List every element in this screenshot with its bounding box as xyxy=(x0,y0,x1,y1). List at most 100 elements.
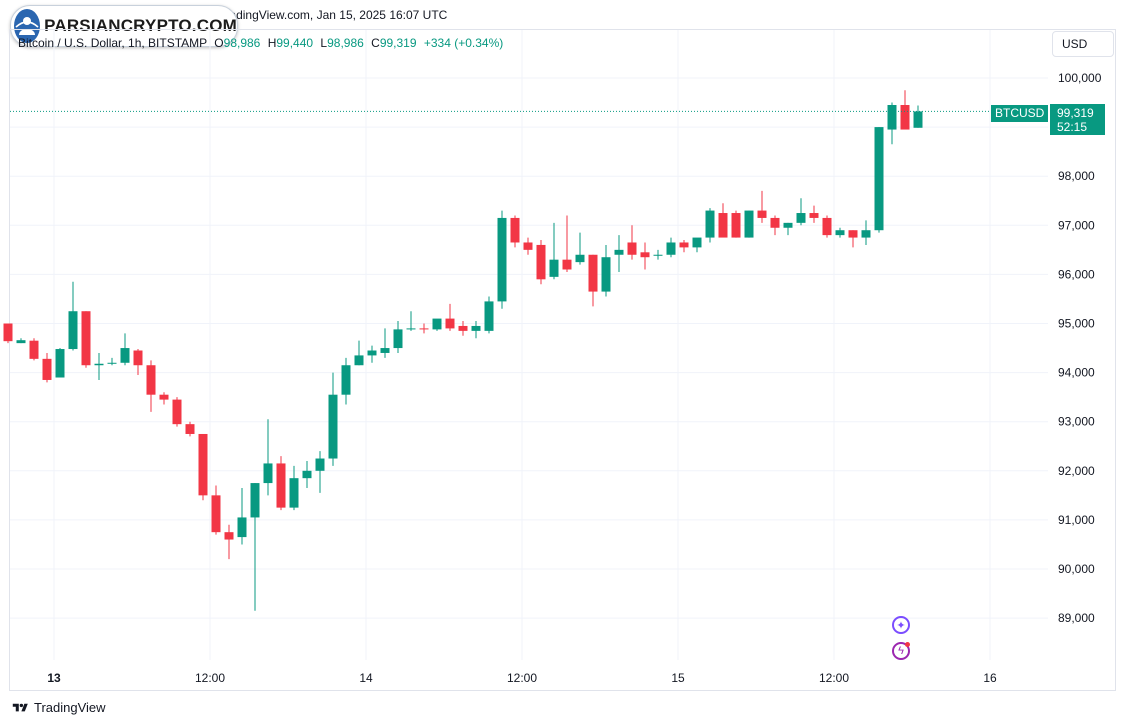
last-price-value: 99,319 xyxy=(1057,106,1094,120)
candle xyxy=(861,220,871,245)
candle-body xyxy=(783,222,793,228)
candle xyxy=(731,210,741,238)
candle-body xyxy=(302,470,312,479)
currency-button[interactable]: USD xyxy=(1052,31,1114,57)
legend-low: 98,986 xyxy=(327,36,364,50)
y-tick-label: 93,000 xyxy=(1058,415,1095,429)
candle xyxy=(120,333,130,366)
sparkle-icon[interactable]: ✦ xyxy=(892,616,910,634)
y-tick-label: 91,000 xyxy=(1058,513,1095,527)
candle-body xyxy=(562,259,572,270)
candle-body xyxy=(900,105,910,130)
candle-body xyxy=(328,394,338,459)
last-price-tag: 99,319 52:15 xyxy=(1050,104,1105,135)
candle xyxy=(341,357,351,405)
candle-body xyxy=(848,230,858,238)
y-tick-label: 97,000 xyxy=(1058,218,1095,232)
candle-body xyxy=(601,257,611,292)
candle-body xyxy=(42,358,52,380)
candle-body xyxy=(16,340,26,344)
candle xyxy=(757,190,767,223)
legend-low-key: L xyxy=(320,36,328,50)
candle xyxy=(458,321,468,336)
candle-body xyxy=(237,517,247,538)
lightning-icon[interactable]: ϟ xyxy=(892,642,910,660)
candle-body xyxy=(289,478,299,508)
candle xyxy=(81,311,91,368)
candle xyxy=(68,281,78,351)
legend-change: +334 (+0.34%) xyxy=(423,36,504,50)
candle-body xyxy=(614,249,624,255)
candle-body xyxy=(471,325,481,331)
candle-body xyxy=(705,210,715,238)
candle xyxy=(835,227,845,238)
candle xyxy=(419,323,429,334)
candle xyxy=(549,222,559,280)
candle-body xyxy=(367,350,377,356)
candle xyxy=(575,232,585,265)
candle-body xyxy=(432,318,442,330)
candle xyxy=(146,360,156,412)
y-tick-label: 92,000 xyxy=(1058,464,1095,478)
candle-body xyxy=(29,340,39,359)
candles-layer xyxy=(3,90,923,611)
legend-high: 99,440 xyxy=(276,36,314,50)
candle xyxy=(783,222,793,236)
candle-body xyxy=(627,242,637,255)
candle-body xyxy=(575,254,585,263)
candle-body xyxy=(796,213,806,223)
candle-body xyxy=(276,463,286,508)
candle xyxy=(393,321,403,353)
candle-body xyxy=(94,363,104,366)
candle-body xyxy=(393,329,403,349)
candle xyxy=(406,311,416,331)
candle xyxy=(133,349,143,376)
chart-frame xyxy=(9,29,1116,691)
candle xyxy=(822,215,832,238)
logo-mark-icon xyxy=(14,9,41,43)
x-tick-label: 13 xyxy=(47,671,61,685)
candle-body xyxy=(913,111,923,128)
candle xyxy=(497,210,507,309)
candle-body xyxy=(835,230,845,236)
candle-body xyxy=(107,362,117,364)
candle-body xyxy=(666,242,676,255)
candle xyxy=(679,240,689,253)
candle xyxy=(744,210,754,238)
candle xyxy=(900,90,910,130)
time-axis: 13 12:00 14 12:00 15 12:00 16 xyxy=(47,671,997,685)
legend-open-key: O xyxy=(214,36,224,50)
candle xyxy=(692,237,702,253)
candle-body xyxy=(185,424,195,434)
candle xyxy=(185,421,195,437)
price-axis: 89,000 90,000 91,000 92,000 93,000 94,000 95,0… xyxy=(1058,71,1102,625)
notification-dot xyxy=(905,642,910,647)
candle-body xyxy=(445,318,455,329)
candle xyxy=(380,328,390,358)
candle xyxy=(770,215,780,236)
candle xyxy=(224,524,234,560)
candle xyxy=(874,127,884,233)
candle xyxy=(172,397,182,427)
candle-body xyxy=(536,244,546,280)
x-tick-label: 15 xyxy=(671,671,685,685)
ohlc-legend: Bitcoin / U.S. Dollar, 1h, BITSTAMP O98,… xyxy=(18,36,503,50)
candle xyxy=(614,235,624,272)
candle-body xyxy=(497,217,507,302)
y-tick-label: 95,000 xyxy=(1058,317,1095,331)
candle xyxy=(42,352,52,383)
candle xyxy=(328,372,338,466)
candle xyxy=(445,303,455,331)
candle-body xyxy=(874,127,884,231)
candle xyxy=(367,345,377,363)
candle-body xyxy=(731,213,741,238)
candle xyxy=(3,323,13,344)
y-tick-label: 89,000 xyxy=(1058,611,1095,625)
x-tick-label: 12:00 xyxy=(507,671,537,685)
tradingview-brand[interactable]: TradingView xyxy=(34,700,106,715)
candle xyxy=(263,419,273,496)
candle-body xyxy=(55,349,65,378)
candle xyxy=(250,483,260,611)
candle xyxy=(159,392,169,405)
